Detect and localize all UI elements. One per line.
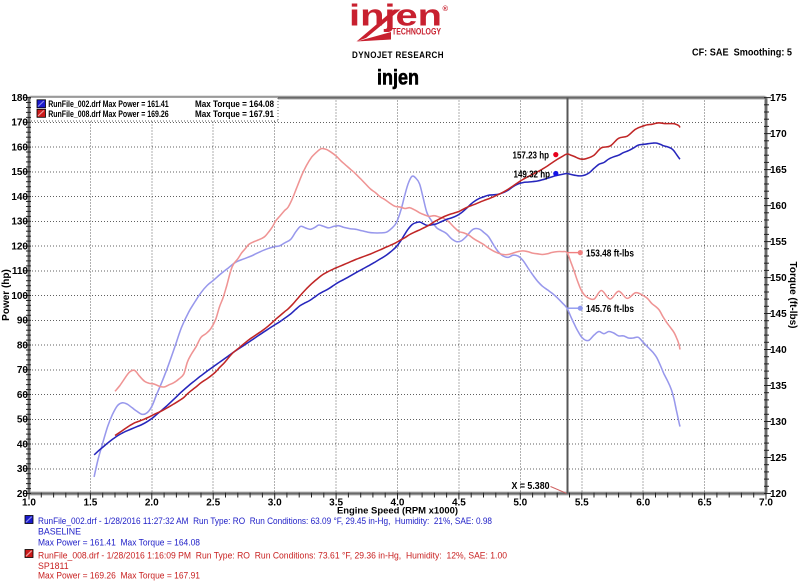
svg-text:175: 175 <box>770 93 787 104</box>
svg-text:X = 5.380: X = 5.380 <box>512 480 550 492</box>
svg-text:injen: injen <box>377 66 419 90</box>
svg-text:153.48 ft-lbs: 153.48 ft-lbs <box>586 247 634 259</box>
svg-text:2.0: 2.0 <box>145 498 159 509</box>
svg-text:120: 120 <box>770 489 787 500</box>
svg-text:7.0: 7.0 <box>759 498 773 509</box>
svg-text:BASELINE: BASELINE <box>38 526 81 536</box>
svg-text:injen: injen <box>349 0 442 33</box>
svg-text:20: 20 <box>17 489 29 500</box>
svg-text:50: 50 <box>17 415 29 426</box>
svg-text:60: 60 <box>17 390 29 401</box>
svg-text:DYNOJET RESEARCH: DYNOJET RESEARCH <box>352 50 444 61</box>
svg-text:70: 70 <box>17 365 29 376</box>
svg-text:120: 120 <box>11 242 28 253</box>
svg-text:180: 180 <box>11 93 28 104</box>
svg-text:149.32 hp: 149.32 hp <box>514 169 551 181</box>
svg-text:Max Power = 169.26 Max Torque: Max Power = 169.26 Max Torque = 167.91 <box>38 570 200 580</box>
svg-text:3.0: 3.0 <box>268 498 282 509</box>
svg-text:RunFile_008.drf - 1/28/2016 1:: RunFile_008.drf - 1/28/2016 1:16:09 PM R… <box>38 550 507 560</box>
svg-text:80: 80 <box>17 340 29 351</box>
svg-text:90: 90 <box>17 316 29 327</box>
svg-text:Power (hp): Power (hp) <box>1 269 12 321</box>
svg-text:TECHNOLOGY: TECHNOLOGY <box>392 27 441 37</box>
svg-text:157.23 hp: 157.23 hp <box>513 150 550 162</box>
svg-text:SP1811: SP1811 <box>38 561 69 571</box>
svg-text:3.5: 3.5 <box>329 498 343 509</box>
svg-text:110: 110 <box>12 266 29 277</box>
svg-text:140: 140 <box>770 345 787 356</box>
svg-text:150: 150 <box>11 167 28 178</box>
svg-text:170: 170 <box>770 129 787 140</box>
svg-text:170: 170 <box>11 118 28 129</box>
svg-text:130: 130 <box>11 217 28 228</box>
svg-text:Max Power = 161.41 Max Torque: Max Power = 161.41 Max Torque = 164.08 <box>38 537 200 547</box>
svg-text:135: 135 <box>770 381 787 392</box>
svg-text:160: 160 <box>11 143 28 154</box>
svg-text:RunFile_008.drf Max Power = 16: RunFile_008.drf Max Power = 169.26 <box>48 109 169 119</box>
svg-text:130: 130 <box>770 417 787 428</box>
svg-text:40: 40 <box>17 439 29 450</box>
svg-text:RunFile_002.drf Max Power = 16: RunFile_002.drf Max Power = 161.41 <box>48 99 169 109</box>
svg-text:Engine Speed (RPM x1000): Engine Speed (RPM x1000) <box>337 506 458 517</box>
svg-text:4.0: 4.0 <box>391 498 405 509</box>
svg-text:6.5: 6.5 <box>698 498 712 509</box>
svg-text:30: 30 <box>17 464 29 475</box>
svg-text:Max Torque = 164.08: Max Torque = 164.08 <box>195 99 274 109</box>
svg-text:140: 140 <box>11 192 28 203</box>
svg-text:Max Torque = 167.91: Max Torque = 167.91 <box>195 109 274 119</box>
svg-text:150: 150 <box>770 273 787 284</box>
svg-text:5.5: 5.5 <box>575 498 589 509</box>
svg-text:125: 125 <box>770 453 787 464</box>
svg-text:5.0: 5.0 <box>513 498 527 509</box>
svg-text:160: 160 <box>770 201 787 212</box>
svg-text:6.0: 6.0 <box>636 498 650 509</box>
svg-text:145.76 ft-lbs: 145.76 ft-lbs <box>586 303 634 315</box>
svg-text:155: 155 <box>770 237 787 248</box>
svg-text:4.5: 4.5 <box>452 498 466 509</box>
svg-text:145: 145 <box>770 309 787 320</box>
svg-text:1.0: 1.0 <box>22 498 36 509</box>
svg-text:2.5: 2.5 <box>206 498 220 509</box>
svg-text:CF: SAE Smoothing: 5: CF: SAE Smoothing: 5 <box>692 48 792 59</box>
svg-text:165: 165 <box>770 165 787 176</box>
svg-text:Torque (ft-lbs): Torque (ft-lbs) <box>787 261 798 328</box>
svg-text:RunFile_002.drf - 1/28/2016 11: RunFile_002.drf - 1/28/2016 11:27:32 AM … <box>38 516 492 526</box>
svg-text:®: ® <box>443 4 449 13</box>
svg-text:100: 100 <box>11 291 28 302</box>
svg-text:1.5: 1.5 <box>83 498 97 509</box>
